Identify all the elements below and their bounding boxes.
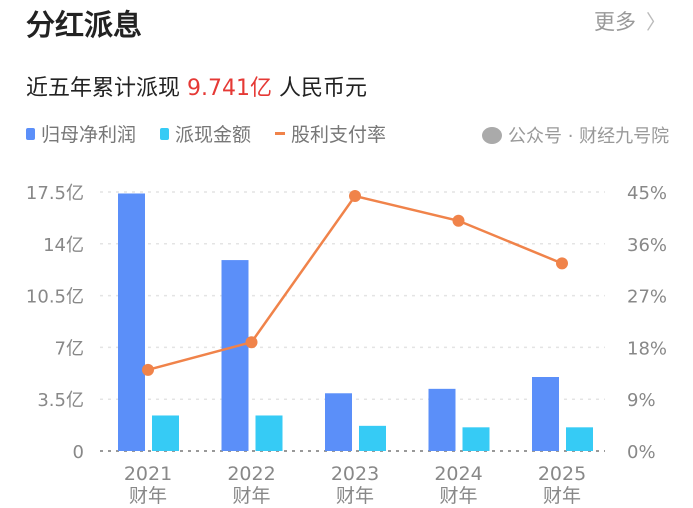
payout-ratio-line: [147, 194, 563, 372]
legend-swatch: [160, 127, 170, 140]
payout-ratio-point: [556, 257, 568, 270]
y-right-tick-label: 45%: [627, 183, 667, 204]
summary-amount: 9.741亿: [187, 76, 272, 101]
legend-label: 归母净利润: [41, 124, 137, 146]
bar-net-profit: [428, 388, 456, 451]
x-tick-label: 财年: [232, 485, 270, 507]
y-left-tick-label: 10.5亿: [26, 287, 84, 308]
x-tick-label: 财年: [439, 485, 477, 507]
payout-ratio-point: [452, 214, 465, 227]
y-right-tick-label: 0%: [627, 442, 656, 463]
x-tick-label: 2023: [331, 463, 379, 485]
x-tick-label: 财年: [543, 485, 581, 507]
bar-dividend: [255, 415, 283, 451]
summary-prefix: 近五年累计派现: [26, 76, 181, 101]
y-right-tick-label: 27%: [627, 287, 667, 308]
y-left-tick-label: 0: [73, 442, 84, 463]
watermark-text: 公众号 · 财经九号院: [508, 126, 670, 147]
y-left-tick-label: 17.5亿: [26, 183, 84, 204]
wechat-icon: [482, 126, 502, 144]
legend-label: 股利支付率: [291, 124, 387, 146]
watermark: 公众号 · 财经九号院: [482, 122, 669, 148]
y-left-tick-label: 3.5亿: [37, 390, 84, 411]
section-title: 分红派息: [26, 8, 143, 42]
x-tick-label: 财年: [336, 485, 374, 507]
y-right-tick-label: 9%: [627, 390, 656, 411]
bar-dividend: [566, 427, 593, 451]
bar-net-profit: [532, 377, 559, 451]
x-tick-label: 2022: [227, 463, 275, 485]
payout-ratio-point: [245, 336, 258, 349]
bar-dividend: [462, 427, 490, 451]
bar-dividend: [152, 415, 179, 451]
y-right-tick-label: 36%: [627, 235, 667, 256]
bar-net-profit: [221, 260, 249, 451]
y-right-tick-label: 18%: [627, 338, 667, 359]
payout-ratio-point: [349, 190, 361, 203]
legend-item-dividend[interactable]: 派现金额: [160, 120, 251, 147]
x-tick-label: 财年: [129, 485, 167, 507]
legend-swatch: [26, 127, 35, 140]
x-tick-label: 2024: [434, 463, 482, 485]
legend-item-net-profit[interactable]: 归母净利润: [26, 120, 136, 147]
y-left-tick-label: 14亿: [43, 235, 84, 256]
x-tick-label: 2025: [538, 463, 586, 485]
chevron-right-icon: 〉: [646, 10, 666, 34]
chart-legend: 归母净利润 派现金额 股利支付率: [26, 120, 386, 147]
legend-item-payout-ratio[interactable]: 股利支付率: [275, 120, 386, 147]
legend-label: 派现金额: [175, 124, 252, 146]
y-left-tick-label: 7亿: [55, 338, 84, 359]
bar-net-profit: [118, 193, 145, 452]
dividend-summary: 近五年累计派现 9.741亿 人民币元: [26, 70, 367, 102]
bar-net-profit: [325, 393, 352, 451]
legend-swatch: [275, 132, 286, 135]
payout-ratio-point: [142, 363, 154, 376]
bar-dividend: [359, 425, 386, 451]
x-tick-label: 2021: [124, 463, 172, 485]
more-link[interactable]: 更多〉: [594, 6, 666, 36]
summary-suffix: 人民币元: [279, 76, 368, 101]
more-label: 更多: [594, 10, 636, 34]
